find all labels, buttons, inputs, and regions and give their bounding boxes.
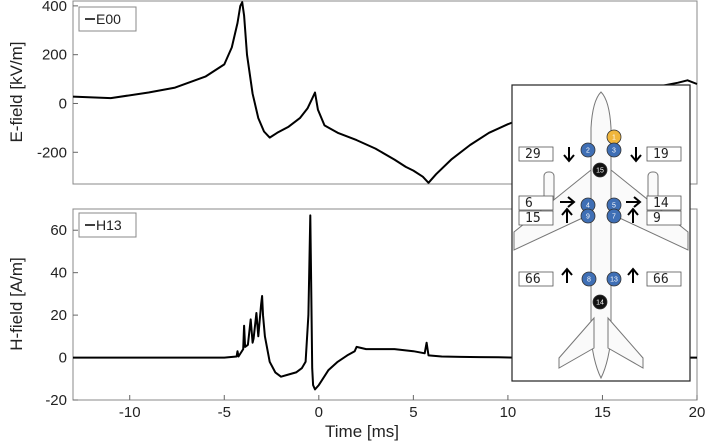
sensor-14 [592, 294, 608, 310]
value-label-left-mid2: 15 [525, 211, 541, 226]
arrow-up-icon [561, 267, 573, 283]
sensor-3 [606, 142, 622, 158]
sensor-label-1: 1 [612, 135, 616, 142]
e-field-panel: 400 200 0 -200 E-field [kV/m] E00 [7, 0, 698, 185]
sensor-2 [580, 142, 596, 158]
arrow-up-icon [627, 267, 639, 283]
value-label-left-bottom: 66 [525, 272, 541, 287]
h13-legend-label: H13 [96, 217, 122, 233]
value-box-left-top [518, 146, 554, 162]
time-x-tick-label: 10 [500, 404, 517, 421]
sensor-15 [592, 162, 608, 178]
sensor-label-13: 13 [610, 277, 618, 284]
value-label-left-top: 29 [525, 147, 541, 162]
aircraft-sensor-inset: 29 19 6 14 15 9 66 66 1 2 3 15 4 5 9 7 8 13 14 [511, 84, 691, 382]
arrow-down-icon [563, 147, 575, 163]
e-field-y-ticks: 400 200 0 -200 [37, 0, 78, 161]
arrow-up-icon [627, 207, 639, 223]
e-field-y-tick-label: -200 [37, 144, 67, 161]
sensor-13 [606, 271, 622, 287]
h-field-y-ticks: 60 40 20 0 -20 [45, 222, 78, 409]
value-box-left-mid1 [518, 195, 554, 211]
arrow-right-icon [626, 196, 642, 208]
time-x-tick-label: 20 [689, 404, 706, 421]
sensor-label-4: 4 [586, 203, 590, 210]
value-box-left-mid2 [518, 210, 554, 226]
sensor-label-14: 14 [596, 300, 604, 307]
e-field-plot-frame [72, 0, 698, 185]
arrow-right-icon [560, 196, 576, 208]
h-field-y-tick-label: 40 [50, 265, 67, 282]
h-field-y-tick-label: 20 [50, 307, 67, 324]
sensor-7 [606, 208, 622, 224]
h-field-y-axis-label: H-field [A/m] [7, 257, 26, 351]
value-box-right-top [646, 146, 682, 162]
h13-series-line [73, 214, 697, 391]
sensor-label-9: 9 [586, 214, 590, 221]
e-field-y-tick-label: 0 [59, 95, 67, 112]
e00-legend-label: E00 [96, 11, 121, 27]
h-field-plot-frame [72, 208, 698, 401]
value-label-left-mid1: 6 [525, 196, 533, 211]
arrow-up-icon [561, 207, 573, 223]
right-stabilizer-shape [607, 316, 644, 369]
value-label-right-mid2: 9 [653, 211, 661, 226]
sensor-label-15: 15 [596, 168, 604, 175]
value-box-right-bottom [646, 271, 682, 287]
arrow-down-icon [630, 147, 642, 163]
e-field-legend: E00 [78, 6, 137, 32]
sensor-label-5: 5 [612, 203, 616, 210]
time-x-ticks: -10 -5 0 5 10 15 20 [119, 395, 705, 421]
sensor-label-3: 3 [612, 148, 616, 155]
time-x-axis-label: Time [ms] [325, 422, 399, 441]
value-label-right-mid1: 14 [653, 196, 669, 211]
sensor-label-8: 8 [587, 277, 591, 284]
h-field-y-tick-label: 0 [59, 350, 67, 367]
left-stabilizer-shape [558, 316, 595, 369]
h-field-panel: 60 40 20 0 -20 -10 -5 0 5 10 15 20 H-field [A/m] T… [7, 208, 705, 441]
e-field-y-tick-label: 400 [42, 0, 67, 15]
value-box-left-bottom [518, 271, 554, 287]
h-field-y-tick-label: -20 [45, 392, 67, 409]
e-field-y-axis-label: E-field [kV/m] [7, 41, 26, 142]
sensor-8 [581, 271, 597, 287]
sensor-9 [580, 208, 596, 224]
inset-sensors: 1 2 3 15 4 5 9 7 8 13 14 [580, 129, 622, 310]
sensor-label-2: 2 [586, 148, 590, 155]
value-box-right-mid1 [646, 195, 682, 211]
value-label-right-top: 19 [653, 147, 669, 162]
h-field-legend: H13 [78, 212, 137, 238]
time-x-tick-label: -5 [218, 404, 231, 421]
e-field-y-tick-label: 200 [42, 47, 67, 64]
time-x-tick-label: -10 [119, 404, 141, 421]
value-label-right-bottom: 66 [653, 272, 669, 287]
inset-arrows [560, 147, 642, 283]
time-x-tick-label: 15 [594, 404, 611, 421]
value-box-right-mid2 [646, 210, 682, 226]
sensor-label-7: 7 [612, 214, 616, 221]
time-x-tick-label: 5 [409, 404, 417, 421]
time-x-tick-label: 0 [315, 404, 323, 421]
h-field-y-tick-label: 60 [50, 222, 67, 239]
